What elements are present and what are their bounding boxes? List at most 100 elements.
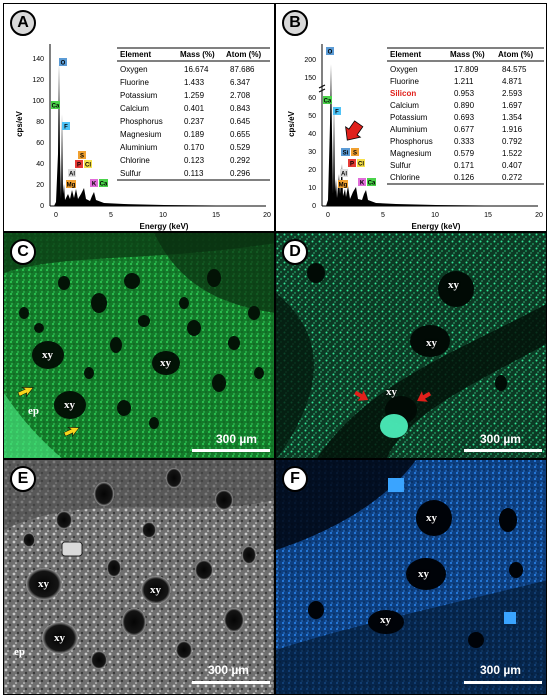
xylem-label: xy bbox=[160, 357, 171, 369]
x-axis-label: Energy (keV) bbox=[140, 222, 189, 231]
sem-image-e bbox=[4, 460, 274, 694]
table-cell: Fluorine bbox=[390, 77, 419, 86]
table-cell: 87.686 bbox=[230, 65, 255, 74]
table-cell: Oxygen bbox=[120, 65, 148, 74]
xylem-label: xy bbox=[426, 512, 437, 524]
peak-label: Ca bbox=[324, 99, 332, 105]
panel-letter-d: D bbox=[282, 239, 308, 265]
peak-label: Al bbox=[341, 172, 347, 178]
table-cell: 0.655 bbox=[230, 130, 251, 139]
table-cell: 0.171 bbox=[454, 161, 475, 170]
table-cell: Calcium bbox=[120, 104, 149, 113]
table-cell: 0.170 bbox=[184, 143, 205, 152]
xylem-label: xy bbox=[418, 568, 429, 580]
table-cell: 0.843 bbox=[230, 104, 251, 113]
table-cell: 1.697 bbox=[502, 101, 523, 110]
table-cell: Calcium bbox=[390, 101, 419, 110]
x-axis-label: Energy (keV) bbox=[412, 222, 461, 231]
peak-label: Si bbox=[343, 151, 349, 157]
x-tick: 20 bbox=[263, 212, 271, 219]
y-tick: 40 bbox=[308, 131, 316, 138]
table-cell: Magnesium bbox=[120, 130, 162, 139]
table-cell: Potassium bbox=[120, 91, 158, 100]
panel-c: C xy xy xy ep 300 µm bbox=[3, 232, 275, 459]
y-tick: 20 bbox=[36, 182, 44, 189]
scale-bar bbox=[464, 681, 542, 684]
table-cell: Phosphorus bbox=[390, 137, 433, 146]
peak-labels-a: O Ca F S P Cl Al Mg K Ca bbox=[51, 58, 108, 189]
table-cell: 0.272 bbox=[502, 173, 523, 182]
table-cell: 1.354 bbox=[502, 113, 523, 122]
y-tick: 60 bbox=[36, 140, 44, 147]
table-cell: 17.809 bbox=[454, 65, 479, 74]
table-cell: Chlorine bbox=[120, 156, 150, 165]
table-cell: 0.890 bbox=[454, 101, 475, 110]
spectrum-trace-b bbox=[326, 64, 538, 206]
eds-spectrum-a: 0 20 40 60 80 100 120 140 0 5 10 15 20 E… bbox=[15, 44, 271, 231]
scale-bar bbox=[192, 449, 270, 452]
peak-label: O bbox=[328, 50, 333, 56]
peak-label: Mg bbox=[67, 183, 76, 189]
panel-a: A 0 20 40 60 80 100 120 140 0 5 10 15 20… bbox=[3, 3, 275, 232]
y-ticks-a: 0 20 40 60 80 100 120 140 bbox=[32, 56, 44, 210]
peak-label: Cl bbox=[85, 163, 91, 169]
scale-bar-label: 300 µm bbox=[480, 663, 521, 677]
composition-table-a: Element Mass (%) Atom (%) Oxygen 16.674 87… bbox=[117, 47, 270, 181]
y-tick: 0 bbox=[40, 203, 44, 210]
y-tick: 80 bbox=[36, 119, 44, 126]
table-cell: Magnesium bbox=[390, 149, 432, 158]
y-tick: 0 bbox=[312, 203, 316, 210]
element-map-d bbox=[276, 233, 546, 458]
y-tick: 100 bbox=[32, 98, 44, 105]
x-ticks-b: 0 5 10 15 20 bbox=[326, 212, 543, 219]
red-arrow-icon bbox=[354, 390, 369, 401]
peak-labels-b: O Ca F Si S P Cl Al Mg K Ca bbox=[323, 47, 376, 189]
table-cell: Potassium bbox=[390, 113, 428, 122]
y-tick: 120 bbox=[32, 77, 44, 84]
table-cell: 1.522 bbox=[502, 149, 523, 158]
y-tick: 200 bbox=[304, 57, 316, 64]
table-cell: 0.677 bbox=[454, 125, 475, 134]
x-tick: 5 bbox=[109, 212, 113, 219]
x-tick: 15 bbox=[484, 212, 492, 219]
peak-label: K bbox=[360, 181, 365, 187]
table-cell: 1.433 bbox=[184, 78, 205, 87]
table-cell: 0.529 bbox=[230, 143, 251, 152]
table-cell: Aluminium bbox=[390, 125, 428, 134]
red-arrow-icon bbox=[345, 120, 364, 141]
xylem-label: xy bbox=[64, 399, 75, 411]
table-cell: 0.126 bbox=[454, 173, 475, 182]
x-tick: 0 bbox=[54, 212, 58, 219]
peak-label: Al bbox=[69, 172, 75, 178]
table-header: Atom (%) bbox=[498, 50, 533, 59]
table-cell: 0.296 bbox=[230, 169, 251, 178]
scale-bar bbox=[464, 449, 542, 452]
y-tick: 60 bbox=[308, 95, 316, 102]
table-cell: Sulfur bbox=[120, 169, 141, 178]
table-header: Element bbox=[120, 50, 151, 59]
x-tick: 10 bbox=[431, 212, 439, 219]
table-cell: 0.123 bbox=[184, 156, 205, 165]
epidermis-label: ep bbox=[14, 646, 25, 658]
table-cell: 0.953 bbox=[454, 89, 475, 98]
table-cell: Chlorine bbox=[390, 173, 420, 182]
table-cell: 4.871 bbox=[502, 77, 523, 86]
table-cell: 6.347 bbox=[230, 78, 251, 87]
xylem-label: xy bbox=[54, 632, 65, 644]
x-tick: 0 bbox=[326, 212, 330, 219]
red-arrow-icon bbox=[417, 391, 432, 402]
y-ticks-b: 0 10 20 30 40 50 60 150 200 bbox=[304, 57, 316, 210]
peak-label: O bbox=[61, 61, 66, 67]
xylem-label: xy bbox=[150, 584, 161, 596]
peak-label: F bbox=[64, 125, 68, 131]
peak-label: Mg bbox=[339, 183, 348, 189]
table-cell: 1.916 bbox=[502, 125, 523, 134]
table-header: Atom (%) bbox=[226, 50, 261, 59]
scale-bar bbox=[192, 681, 270, 684]
panel-letter-e: E bbox=[10, 466, 36, 492]
table-cell: 84.575 bbox=[502, 65, 527, 74]
y-tick: 40 bbox=[36, 161, 44, 168]
table-cell: 0.401 bbox=[184, 104, 205, 113]
scale-bar-label: 300 µm bbox=[480, 432, 521, 446]
panel-letter-a: A bbox=[10, 10, 36, 36]
